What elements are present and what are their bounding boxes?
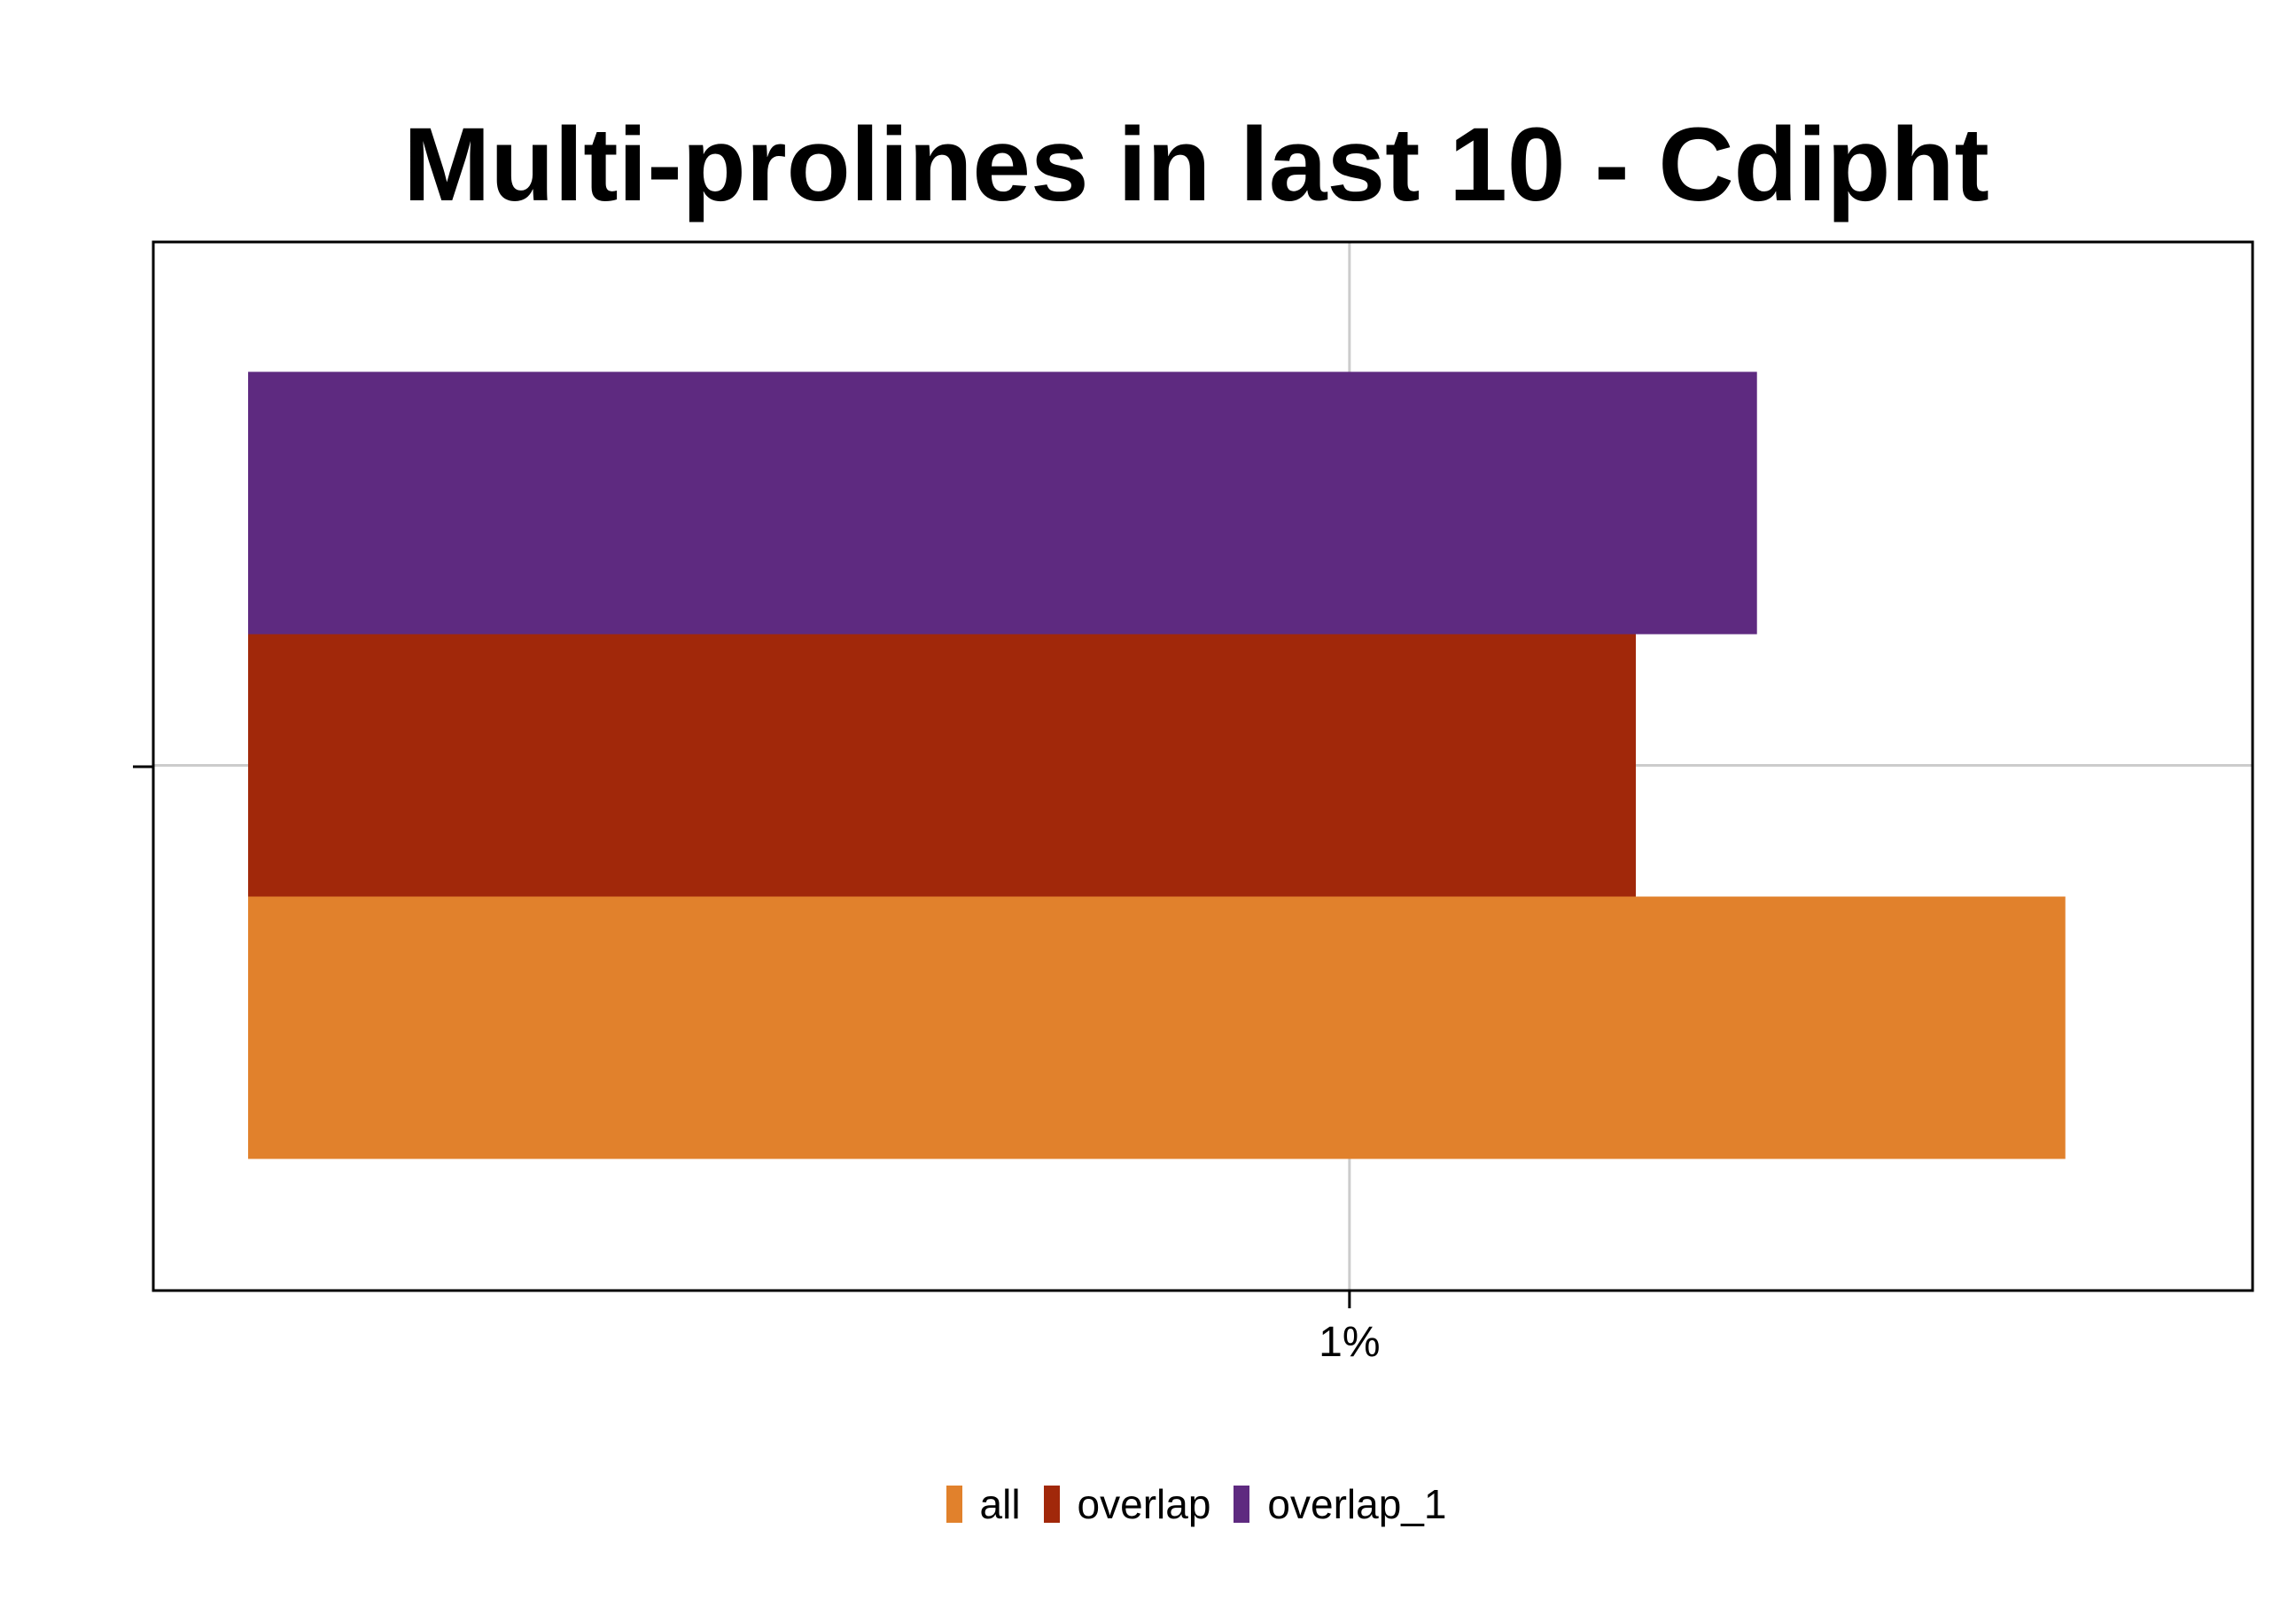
- bar-all: [248, 896, 2066, 1159]
- legend-swatch: [1043, 1486, 1060, 1523]
- legend-swatch: [1234, 1486, 1250, 1523]
- legend-swatch: [946, 1486, 962, 1523]
- legend-label: overlap_1: [1267, 1481, 1447, 1527]
- legend-item-overlap-1: overlap_1: [1234, 1480, 1446, 1528]
- legend-label: overlap: [1077, 1481, 1211, 1527]
- bar-overlap: [248, 634, 1636, 897]
- bar-overlap-1: [248, 371, 1757, 635]
- legend-item-overlap: overlap: [1043, 1480, 1211, 1528]
- legend: all overlap overlap_1: [0, 1480, 2296, 1528]
- bars: [248, 371, 2066, 1159]
- chart-title: Multi-prolines in last 10 - Cdipht: [403, 106, 1989, 223]
- legend-label: all: [979, 1481, 1021, 1527]
- x-tick-label: 1%: [1319, 1319, 1380, 1366]
- legend-item-all: all: [946, 1480, 1021, 1528]
- x-axis-ticks: 1%: [1319, 1291, 1381, 1366]
